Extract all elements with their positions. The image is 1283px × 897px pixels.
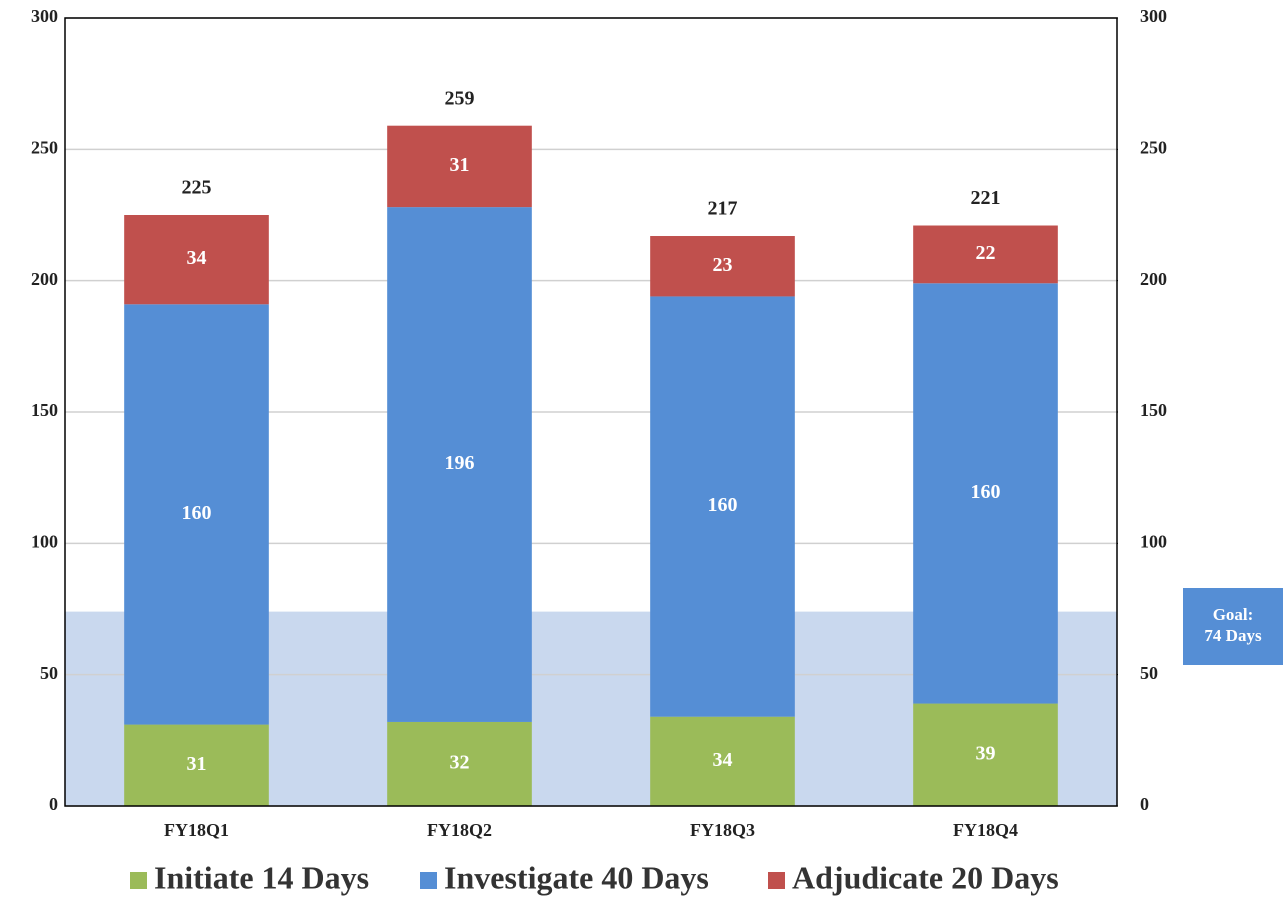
legend-label: Initiate 14 Days [154,859,369,895]
bar-segment [124,724,269,806]
data-label: 196 [445,452,475,474]
y2-tick-label: 200 [1140,269,1167,289]
data-label: 31 [187,753,207,775]
bar-segment [650,296,795,717]
y2-tick-label: 0 [1140,794,1149,814]
y-tick-label: 250 [31,137,58,157]
goal-label: Goal: [1213,605,1254,624]
legend-label: Adjudicate 20 Days [792,859,1059,895]
data-label: 160 [182,502,212,524]
y-tick-label: 200 [31,269,58,289]
y2-tick-label: 300 [1140,6,1167,26]
data-label: 34 [187,247,207,269]
x-tick-label: FY18Q4 [953,820,1018,840]
legend-swatch [130,872,147,889]
data-label: 22 [976,242,996,264]
plot-frame [64,17,1118,807]
data-label: 31 [450,154,470,176]
bar-segment [387,721,532,806]
y-tick-label: 50 [40,663,58,683]
legend-swatch [768,872,785,889]
data-label: 32 [450,752,470,774]
data-label: 160 [971,481,1001,503]
total-label: 217 [708,198,738,220]
bar-segment [387,125,532,208]
y-tick-label: 0 [49,794,58,814]
goal-label: 74 Days [1204,626,1262,645]
bar-segment [913,225,1058,284]
legend-label: Investigate 40 Days [444,859,709,895]
bar-segment [124,304,269,725]
total-label: 225 [182,177,212,199]
bar-segment [650,716,795,806]
data-label: 39 [976,742,996,764]
y-tick-label: 100 [31,531,58,551]
x-tick-label: FY18Q3 [690,820,755,840]
total-label: 221 [971,187,1001,209]
y2-tick-label: 50 [1140,663,1158,683]
x-tick-label: FY18Q1 [164,820,229,840]
data-label: 34 [713,749,733,771]
y-tick-label: 300 [31,6,58,26]
goal-box [1183,588,1283,665]
data-label: 23 [713,254,733,276]
bar-segment [387,207,532,722]
bar-segment [913,283,1058,704]
y2-tick-label: 150 [1140,400,1167,420]
y-tick-label: 150 [31,400,58,420]
y2-tick-label: 100 [1140,531,1167,551]
total-label: 259 [445,87,475,109]
data-label: 160 [708,494,738,516]
bar-segment [650,236,795,297]
bar-segment [124,215,269,305]
legend-swatch [420,872,437,889]
bar-segment [913,703,1058,806]
y2-tick-label: 250 [1140,137,1167,157]
x-tick-label: FY18Q2 [427,820,492,840]
